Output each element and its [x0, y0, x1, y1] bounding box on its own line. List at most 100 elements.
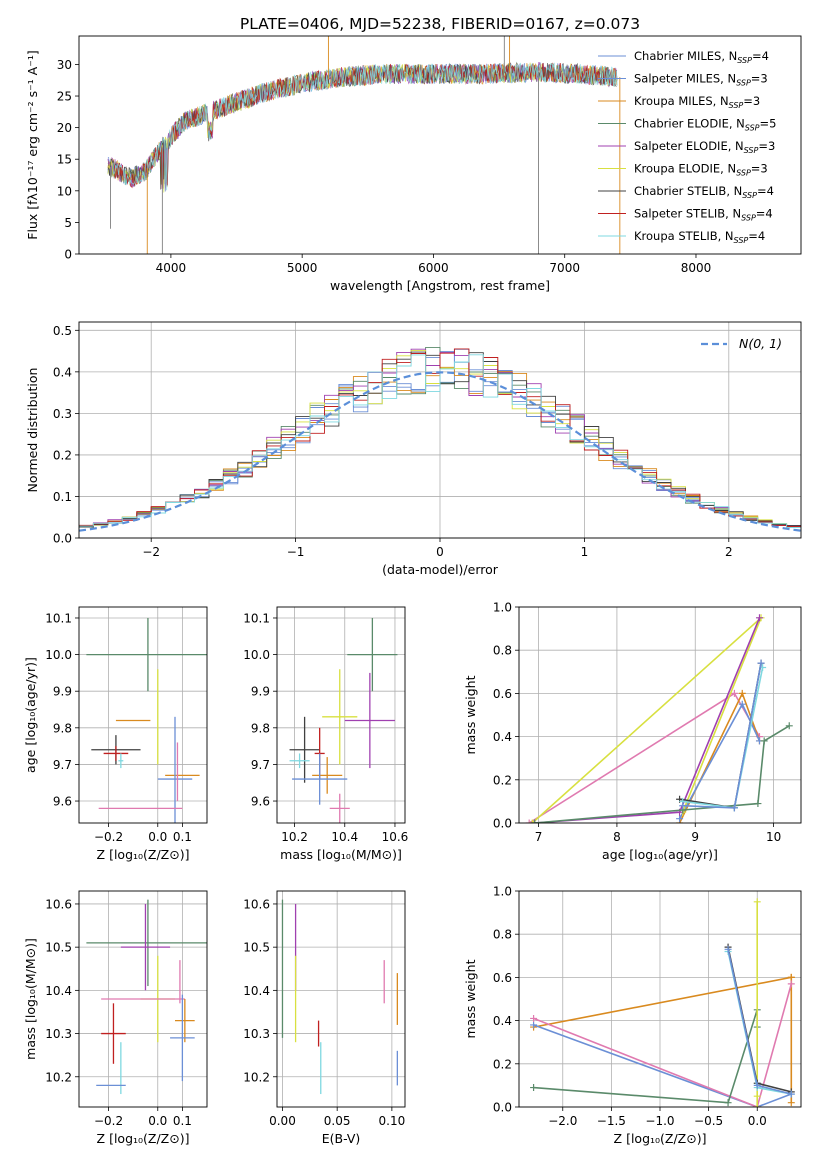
y-tick-label: 5	[64, 216, 72, 230]
x-tick-label: 7000	[549, 261, 580, 275]
y-tick-label: 0.8	[493, 928, 512, 942]
y-tick-label: 15	[57, 153, 72, 167]
plot-area	[525, 614, 793, 823]
x-tick-label: 8	[613, 830, 621, 844]
y-tick-label: 9.7	[53, 758, 72, 772]
weight-marker	[530, 1084, 538, 1092]
errorbar-point	[175, 999, 195, 1043]
legend-entry: Salpeter STELIB, NSSP=4	[634, 207, 773, 223]
y-tick-label: 25	[57, 90, 72, 104]
y-tick-label: 30	[57, 58, 72, 72]
weight-line-0	[528, 692, 761, 823]
x-tick-label: 8000	[681, 261, 712, 275]
x-axis-label: (data-model)/error	[382, 562, 499, 577]
y-axis-label: Flux [fλ10⁻¹⁷ erg cm⁻² s⁻¹ A⁻¹]	[25, 50, 40, 239]
y-tick-label: 9.9	[53, 685, 72, 699]
legend-entry: Salpeter MILES, NSSP=3	[634, 72, 768, 88]
y-axis-label: mass weight	[463, 959, 478, 1038]
weight-marker	[530, 1021, 538, 1029]
x-axis-label: Z [log₁₀(Z/Z⊙)]	[97, 1131, 190, 1146]
x-tick-label: 0.0	[148, 1114, 167, 1128]
x-tick-label: 10.4	[331, 830, 358, 844]
x-tick-label: 1	[581, 545, 589, 559]
x-tick-label: −1.5	[597, 1114, 626, 1128]
x-axis-label: wavelength [Angstrom, rest frame]	[330, 278, 550, 293]
y-tick-label: 10	[57, 184, 72, 198]
y-tick-label: 10.6	[45, 897, 72, 911]
x-tick-label: 7	[535, 830, 543, 844]
legend-entry: Chabrier MILES, NSSP=4	[634, 49, 769, 65]
axes-frame	[518, 606, 802, 824]
weight-line-1	[678, 691, 761, 823]
y-axis-label: mass weight	[463, 675, 478, 754]
weight-line-0	[533, 976, 793, 1103]
x-tick-label: 0	[436, 545, 444, 559]
y-tick-label: 0.6	[493, 971, 512, 985]
weight-marker	[787, 980, 795, 988]
weight-marker	[730, 804, 738, 812]
panel-weight_vs_age: 7 8 9 10 0.0 0.2 0.4 0.6 0.8 1.0 age [log₁₀(age/yr…	[463, 601, 802, 862]
plot-area	[107, 36, 621, 254]
x-axis-label: E(B-V)	[322, 1131, 361, 1146]
errorbar-point	[157, 716, 193, 823]
weight-marker	[755, 614, 763, 622]
weight-marker	[754, 800, 762, 808]
weight-marker	[753, 898, 761, 906]
panel-mass_vs_Z: −0.2 0.0 0.1 10.2 10.3 10.4 10.5 10.6 Z [log₁₀(Z…	[23, 890, 208, 1146]
weight-line-5	[534, 725, 790, 823]
y-tick-label: 10.3	[243, 1027, 270, 1041]
y-tick-label: 10.5	[243, 941, 270, 955]
legend-entry: Chabrier ELODIE, NSSP=5	[634, 117, 776, 133]
legend-entry: Kroupa ELODIE, NSSP=3	[634, 162, 768, 178]
errorbar-point	[289, 716, 320, 783]
plot-area	[281, 899, 398, 1095]
errorbar-point	[289, 753, 310, 769]
weight-marker	[753, 1103, 761, 1107]
x-tick-label: 5000	[287, 261, 318, 275]
y-tick-label: 1.0	[493, 885, 512, 899]
y-tick-label: 20	[57, 121, 72, 135]
errorbar-point	[118, 753, 124, 769]
weight-marker	[531, 819, 539, 823]
weight-marker	[753, 1081, 761, 1089]
weight-marker	[787, 1090, 795, 1098]
x-tick-label: 0.05	[324, 1114, 351, 1128]
weight-marker	[738, 700, 746, 708]
errorbar-point	[86, 617, 207, 692]
plot-area	[86, 899, 207, 1095]
y-tick-label: 0.3	[53, 407, 72, 421]
weight-marker	[676, 815, 684, 823]
x-tick-label: −0.2	[94, 1114, 123, 1128]
errorbar-point	[170, 994, 195, 1082]
x-tick-label: 10	[766, 830, 781, 844]
errorbar-point	[329, 793, 350, 823]
y-tick-label: 10.1	[45, 611, 72, 625]
x-axis-label: mass [log₁₀(M/M⊙)]	[280, 847, 402, 862]
weight-marker	[753, 1092, 761, 1100]
errorbar-point	[120, 903, 171, 991]
legend-entry: Chabrier STELIB, NSSP=4	[634, 184, 774, 200]
plot-area	[79, 346, 801, 532]
errorbar-point	[347, 617, 398, 692]
y-tick-label: 9.7	[251, 758, 270, 772]
x-axis-label: Z [log₁₀(Z/Z⊙)]	[97, 847, 190, 862]
weight-marker	[528, 819, 536, 823]
panel-age_vs_mass: 10.2 10.4 10.6 9.6 9.7 9.8 9.9 10.0 10.1 mass [lo…	[243, 606, 408, 862]
x-tick-label: 0.0	[148, 830, 167, 844]
x-tick-label: 0.0	[748, 1114, 767, 1128]
panel-mass_vs_ebv: 0.00 0.05 0.10 10.2 10.3 10.4 10.5 10.6 E(B-V)	[243, 890, 406, 1146]
y-tick-label: 1.0	[493, 601, 512, 615]
y-tick-label: 10.5	[45, 941, 72, 955]
x-tick-label: −1	[287, 545, 305, 559]
weight-marker	[760, 737, 768, 745]
axes-frame	[78, 890, 208, 1108]
errorbar-point	[344, 672, 395, 769]
y-tick-label: 9.9	[251, 685, 270, 699]
y-tick-label: 10.6	[243, 897, 270, 911]
x-tick-label: 0.1	[173, 830, 192, 844]
spectrum-line-8	[112, 62, 618, 192]
y-tick-label: 0.4	[493, 1014, 512, 1028]
y-tick-label: 10.3	[45, 1027, 72, 1041]
axes-frame	[276, 606, 406, 824]
x-tick-label: 0.10	[379, 1114, 406, 1128]
